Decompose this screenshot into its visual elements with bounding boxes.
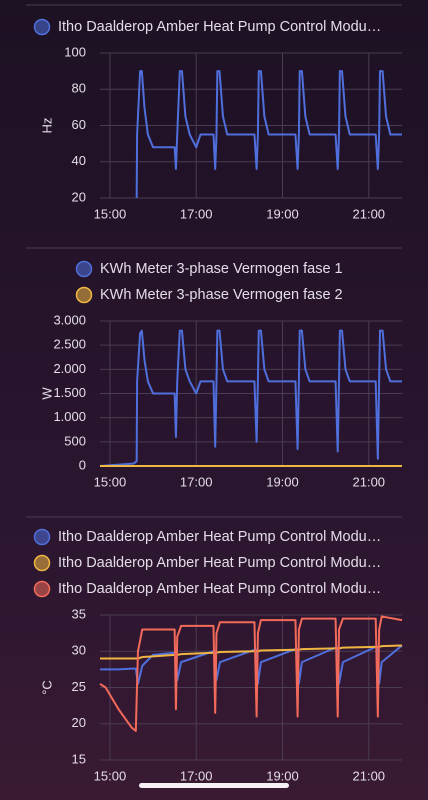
x-tick-label: 21:00 (353, 206, 386, 221)
y-tick-label: 500 (64, 433, 86, 448)
legend-label: Itho Daalderop Amber Heat Pump Control M… (58, 529, 381, 545)
series-line (99, 329, 402, 467)
series-line (99, 615, 403, 732)
y-axis-label: Hz (39, 118, 54, 134)
x-tick-label: 19:00 (266, 474, 299, 489)
x-tick-label: 17:00 (180, 474, 213, 489)
legend-swatch (33, 528, 51, 546)
x-tick-label: 15:00 (94, 206, 127, 221)
series-line (135, 70, 402, 199)
legend-label: KWh Meter 3-phase Vermogen fase 1 (100, 261, 343, 277)
legend-swatch (33, 554, 51, 572)
legend-label: Itho Daalderop Amber Heat Pump Control M… (58, 581, 381, 597)
y-tick-label: 1.000 (53, 409, 86, 424)
legend-label: Itho Daalderop Amber Heat Pump Control M… (58, 555, 381, 571)
x-tick-label: 21:00 (353, 768, 386, 783)
y-tick-label: 80 (72, 81, 86, 96)
legend-swatch (75, 260, 93, 278)
x-tick-label: 19:00 (266, 768, 299, 783)
y-axis-label: °C (39, 680, 54, 695)
y-tick-label: 60 (72, 117, 86, 132)
x-tick-label: 17:00 (180, 768, 213, 783)
legend-swatch (33, 580, 51, 598)
y-tick-label: 25 (72, 679, 86, 694)
x-tick-label: 19:00 (266, 206, 299, 221)
y-tick-label: 20 (72, 189, 86, 204)
charts: Itho Daalderop Amber Heat Pump Control M… (33, 18, 403, 783)
y-axis-label: W (39, 387, 54, 400)
y-tick-label: 20 (72, 715, 86, 730)
y-tick-label: 15 (72, 751, 86, 766)
legend-swatch (75, 286, 93, 304)
y-tick-label: 1.500 (53, 385, 86, 400)
x-tick-label: 15:00 (94, 474, 127, 489)
y-tick-label: 2.500 (53, 337, 86, 352)
y-tick-label: 35 (72, 606, 86, 621)
y-tick-label: 0 (79, 457, 86, 472)
y-tick-label: 3.000 (53, 312, 86, 327)
x-tick-label: 21:00 (353, 474, 386, 489)
legend-label: KWh Meter 3-phase Vermogen fase 2 (100, 287, 343, 303)
x-tick-label: 17:00 (180, 206, 213, 221)
x-tick-label: 15:00 (94, 768, 127, 783)
y-tick-label: 30 (72, 643, 86, 658)
y-tick-label: 2.000 (53, 361, 86, 376)
legend-label: Itho Daalderop Amber Heat Pump Control M… (58, 19, 381, 35)
y-tick-label: 40 (72, 153, 86, 168)
legend-swatch (33, 18, 51, 36)
home-indicator (139, 783, 289, 788)
y-tick-label: 100 (64, 44, 86, 59)
